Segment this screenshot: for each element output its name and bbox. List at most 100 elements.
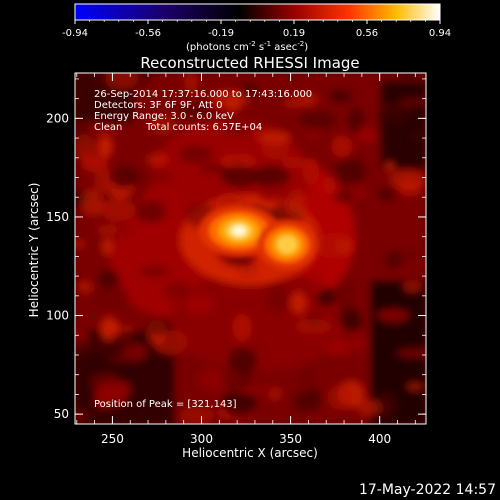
x-tick-label: 250	[101, 432, 124, 446]
texture-blob	[113, 332, 135, 342]
y-tick-label: 150	[46, 210, 69, 224]
texture-blob	[405, 380, 424, 393]
texture-blob	[138, 171, 173, 183]
info-block: 26-Sep-2014 17:37:16.000 to 17:43:16.000…	[94, 89, 312, 133]
source-blob	[281, 239, 293, 250]
colorbar-tick-label: 0.94	[429, 28, 451, 39]
texture-blob	[395, 347, 426, 360]
texture-blob	[409, 131, 425, 140]
x-tick-label: 400	[368, 432, 391, 446]
colorbar-tick-label: 0.19	[283, 28, 305, 39]
colorbar: -0.94 -0.56 -0.19 0.19 0.56 0.94 (photons cm-…	[62, 3, 451, 53]
colorbar-ticks: -0.94 -0.56 -0.19 0.19 0.56 0.94	[62, 20, 451, 39]
texture-blob	[105, 73, 139, 91]
texture-blob	[101, 372, 120, 388]
texture-blob	[163, 281, 191, 300]
texture-blob	[304, 387, 322, 411]
texture-blob	[90, 338, 129, 355]
texture-blob	[405, 245, 419, 262]
colorbar-units: (photons cm-2 s-1 asec-2)	[186, 40, 308, 53]
texture-blob	[144, 318, 175, 335]
texture-blob	[289, 291, 308, 315]
texture-blob	[297, 365, 316, 391]
texture-blob	[97, 135, 114, 159]
texture-blob	[340, 305, 358, 328]
y-tick-label: 100	[46, 309, 69, 323]
texture-blob	[75, 337, 93, 360]
texture-blob	[316, 289, 337, 305]
texture-blob	[200, 164, 229, 173]
texture-blob	[228, 347, 257, 375]
colorbar-gradient	[74, 3, 441, 21]
texture-blob	[95, 225, 119, 235]
texture-blob	[266, 285, 291, 312]
y-axis-label: Heliocentric Y (arcsec)	[27, 183, 41, 318]
texture-blob	[401, 279, 424, 295]
texture-blob	[209, 90, 250, 109]
texture-blob	[225, 256, 256, 266]
texture-blob	[239, 263, 255, 277]
texture-blob	[92, 384, 130, 409]
texture-blob	[374, 307, 412, 324]
texture-blob	[88, 282, 129, 311]
texture-blob	[348, 107, 364, 133]
texture-blob	[374, 392, 398, 420]
texture-blob	[294, 319, 333, 334]
x-tick-label: 350	[279, 432, 302, 446]
plot-frame	[74, 72, 427, 425]
texture-blob	[226, 145, 246, 162]
texture-blob	[380, 103, 413, 125]
texture-blob	[254, 165, 290, 189]
texture-blob	[383, 160, 396, 172]
texture-blob	[281, 156, 306, 168]
texture-blob	[398, 97, 426, 107]
texture-blob	[101, 237, 114, 257]
texture-blob	[161, 191, 183, 203]
texture-blob	[106, 355, 138, 364]
texture-blob	[314, 232, 353, 259]
source-blob	[231, 225, 246, 236]
x-tick-label: 300	[190, 432, 213, 446]
texture-blob	[75, 409, 91, 423]
texture-blob	[336, 282, 354, 310]
texture-blob	[329, 89, 353, 104]
texture-blob	[95, 90, 113, 104]
info-time-range: 26-Sep-2014 17:37:16.000 to 17:43:16.000	[94, 89, 312, 100]
texture-blob	[323, 176, 336, 195]
heatmap-image	[75, 73, 426, 424]
texture-blob	[293, 392, 309, 413]
texture-blob	[92, 123, 118, 137]
peak-position: Position of Peak = [321,143]	[94, 399, 237, 410]
axes: 250 300 350 400 50 100 150 200	[46, 73, 426, 446]
texture-blob	[75, 134, 95, 162]
texture-blob	[355, 127, 378, 144]
texture-blob	[302, 157, 320, 186]
texture-blob	[150, 114, 176, 136]
texture-blob	[232, 313, 252, 342]
texture-blob	[377, 187, 397, 201]
x-axis-label: Heliocentric X (arcsec)	[182, 446, 318, 460]
texture-blob	[335, 157, 367, 185]
texture-blob	[235, 386, 275, 395]
texture-blob	[146, 152, 169, 167]
texture-blob	[76, 280, 93, 294]
texture-blob	[384, 250, 404, 269]
texture-blob	[332, 191, 354, 202]
texture-blob	[179, 145, 213, 164]
timestamp-footer: 17-May-2022 14:57	[359, 482, 496, 498]
texture-blob	[358, 398, 382, 417]
texture-blob	[224, 120, 251, 136]
texture-blob	[178, 104, 210, 116]
texture-blob	[255, 130, 292, 145]
colorbar-tick-label: -0.94	[62, 28, 88, 39]
texture-blob	[331, 135, 353, 158]
texture-blob	[109, 166, 140, 189]
texture-blob	[349, 333, 368, 352]
texture-blob	[100, 198, 137, 222]
texture-blob	[184, 73, 198, 95]
colorbar-tick-label: 0.56	[356, 28, 378, 39]
texture-blob	[299, 110, 336, 129]
texture-blob	[221, 394, 252, 404]
texture-blob	[185, 292, 214, 316]
